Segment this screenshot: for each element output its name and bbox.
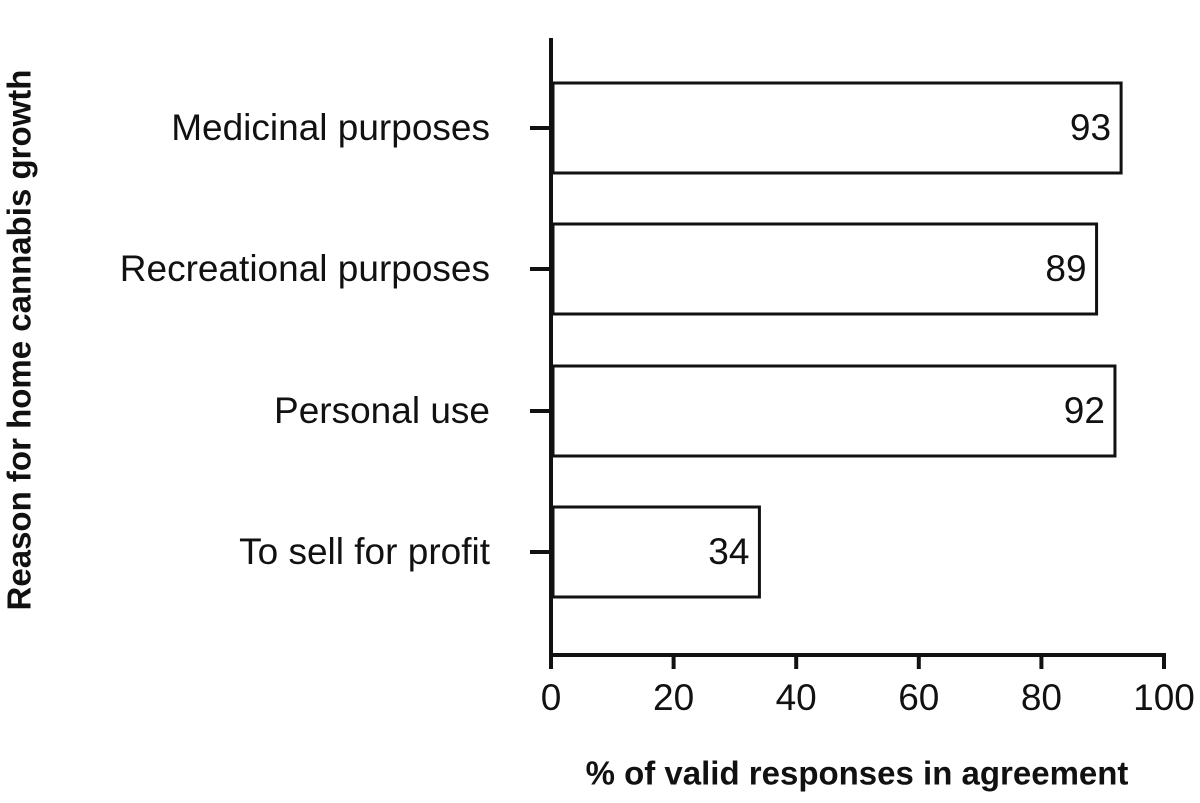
y-tick-label: To sell for profit <box>239 531 491 572</box>
bar <box>551 505 761 599</box>
data-label: 93 <box>1070 107 1111 148</box>
x-tick-label: 0 <box>541 677 562 718</box>
bar <box>551 364 1117 458</box>
x-tick-label: 20 <box>653 677 694 718</box>
y-axis-label: Reason for home cannabis growth <box>1 70 38 611</box>
bar <box>551 81 1123 175</box>
bar <box>551 222 1099 316</box>
x-axis-label: % of valid responses in agreement <box>586 755 1129 792</box>
x-tick-label: 100 <box>1133 677 1195 718</box>
x-tick-label: 40 <box>776 677 817 718</box>
y-tick-label: Medicinal purposes <box>171 107 490 148</box>
data-label: 92 <box>1064 390 1105 431</box>
data-label: 34 <box>708 531 749 572</box>
x-tick-label: 60 <box>898 677 939 718</box>
y-tick-label: Personal use <box>274 390 490 431</box>
data-label: 89 <box>1045 248 1086 289</box>
y-tick-label: Recreational purposes <box>120 248 490 289</box>
x-tick-label: 80 <box>1021 677 1062 718</box>
